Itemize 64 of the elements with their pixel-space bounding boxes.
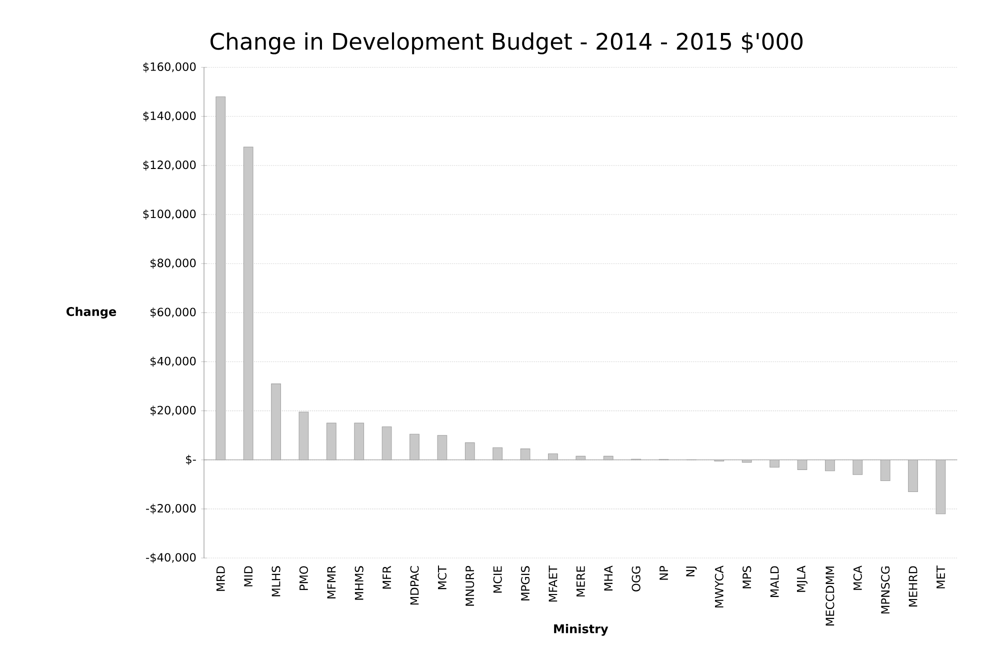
bar <box>548 453 558 460</box>
x-axis-title: Ministry <box>554 624 608 636</box>
bar <box>742 460 752 463</box>
bar <box>216 96 226 460</box>
bar <box>271 384 281 460</box>
bar <box>243 146 254 460</box>
x-tick-label: MWYCA <box>714 566 724 608</box>
x-tick-label: MNURP <box>466 566 474 606</box>
bar <box>825 460 835 472</box>
x-tick-label: MCA <box>853 566 862 590</box>
bar <box>410 434 420 460</box>
bar <box>576 456 586 460</box>
y-tick-label: $100,000 <box>143 209 196 220</box>
x-tick-label: NP <box>660 566 668 580</box>
x-tick-label: MERE <box>576 566 585 596</box>
x-tick-label: MFMR <box>327 566 336 598</box>
bar <box>382 426 392 460</box>
y-tick-label: -$40,000 <box>146 552 196 564</box>
y-tick-label: $140,000 <box>143 111 196 122</box>
x-tick-label: MFAET <box>548 566 558 602</box>
bar <box>520 448 530 460</box>
y-tick-label: $40,000 <box>150 356 196 367</box>
y-tick-label: $60,000 <box>150 308 196 318</box>
bar <box>936 460 946 514</box>
x-tick-label: NJ <box>686 566 697 576</box>
x-tick-label: MET <box>936 566 945 588</box>
x-tick-label: MPS <box>742 566 752 588</box>
y-axis-title: Change <box>66 306 116 319</box>
x-tick-label: MCIE <box>493 566 502 593</box>
y-tick-label: $120,000 <box>143 160 196 171</box>
x-tick-label: MDPAC <box>410 566 419 605</box>
x-tick-label: MLHS <box>272 566 280 596</box>
x-tick-label: MALD <box>770 566 779 598</box>
x-tick-label: MHA <box>604 566 613 590</box>
chart-title: Change in Development Budget - 2014 - 2015 $'000 <box>210 32 803 54</box>
bar <box>852 460 863 475</box>
bar <box>298 412 309 460</box>
x-tick-label: MHMS <box>354 566 364 600</box>
y-tick-label: -$20,000 <box>146 504 196 514</box>
x-tick-label: MPNSCG <box>881 566 890 614</box>
y-tick-label: $- <box>186 454 196 466</box>
x-tick-label: OGG <box>632 566 640 592</box>
bar <box>880 460 890 481</box>
bar <box>603 456 614 460</box>
y-tick-label: $160,000 <box>143 62 196 72</box>
x-tick-label: MID <box>244 566 252 586</box>
bar <box>354 422 364 460</box>
y-tick-label: $80,000 <box>150 258 196 269</box>
x-tick-label: MJLA <box>796 566 808 592</box>
x-tick-label: MCT <box>438 566 446 590</box>
y-tick-label: $20,000 <box>150 406 196 416</box>
bar <box>492 447 503 460</box>
bar <box>797 460 808 470</box>
x-tick-label: MPGIS <box>521 566 530 600</box>
bar <box>464 442 475 460</box>
bar <box>770 460 780 468</box>
x-tick-label: MECCDMM <box>826 566 834 626</box>
bar <box>437 435 448 460</box>
x-tick-label: MEHRD <box>908 566 918 607</box>
x-tick-label: PMO <box>299 566 308 590</box>
bar <box>908 460 918 492</box>
x-tick-label: MFR <box>382 566 391 589</box>
x-tick-label: MRD <box>216 566 225 591</box>
bar <box>326 422 336 460</box>
